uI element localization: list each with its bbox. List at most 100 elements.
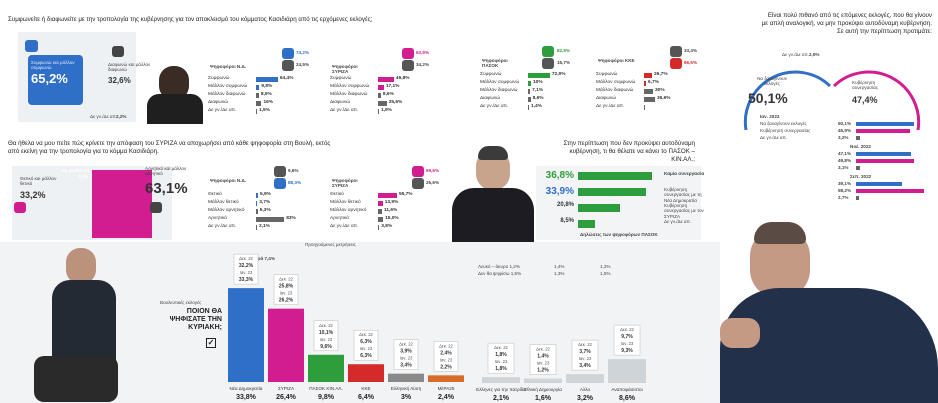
stat-value: 46,8% xyxy=(395,76,410,81)
q4-row-value: 49,8% xyxy=(838,158,852,163)
vote-diff: Προηγούμενες μετρήσεις xyxy=(305,242,356,247)
stat-value: 1,5% xyxy=(259,108,270,113)
q1-agree-label: Συμφωνώ και μάλλον συμφωνώ xyxy=(31,60,75,71)
q1-pasok-name: Ψηφοφόροι ΠΑΣΟΚ xyxy=(482,58,508,69)
stat-value: 8,6% xyxy=(532,96,544,101)
legend-abstain: Δεν θα ψηφίσω 1,5% xyxy=(478,271,522,276)
q4-coal-label: Κυβέρνηση συνεργασίας xyxy=(852,80,878,91)
stat-bar xyxy=(644,81,646,86)
thumbs-up-icon xyxy=(542,46,554,57)
stat-row: Μάλλον θετικό 13,9% xyxy=(330,200,430,207)
prev-value-d22: 3,7% xyxy=(579,349,591,355)
q1-kke-name: Ψηφοφόροι ΚΚΕ xyxy=(598,58,635,63)
q4-sole-label: Να ξαναγίνουν εκλογές xyxy=(757,76,787,87)
q4-row-bar xyxy=(856,182,902,186)
prev-box xyxy=(529,344,557,375)
prev-box xyxy=(393,339,419,370)
stat-row: Συμφωνώ 26,7% xyxy=(596,72,696,79)
q4-period-name: Νοέ. 2022 xyxy=(850,144,871,149)
party-value: 9,8% xyxy=(318,394,335,401)
prev-label-j23: Ιαν. 23 xyxy=(320,337,333,342)
q3-value: 8,5% xyxy=(560,218,574,224)
q4-row-bar xyxy=(856,122,915,126)
q2-syriza-up: 69,6% xyxy=(426,168,440,173)
q4-row-label: Κυβέρνηση συνεργασίας xyxy=(760,128,811,133)
q1-syriza-down: 34,2% xyxy=(416,62,430,67)
party-name: ΣΥΡΙΖΑ xyxy=(278,386,295,391)
q3-label: Δε γν./Δε απ. xyxy=(664,219,692,224)
legend-abstain-j23: 1,5% xyxy=(600,271,611,276)
prev-value-d22: 3,9% xyxy=(400,349,412,355)
stat-value: 30% xyxy=(655,88,665,93)
q3-note: Δηλώσεις των ψηφοφόρων ΠΑΣΟΚ xyxy=(580,232,658,237)
prev-label-j23: Ιαν. 23 xyxy=(240,270,253,275)
q1-kke-down: 66,6% xyxy=(684,60,698,65)
q3-bar xyxy=(578,204,620,212)
party-value: 3,2% xyxy=(577,395,594,402)
legend-blank: Λευκό – άκυρο 1,2% xyxy=(478,264,520,269)
prev-label-d22: Δεκ. 22 xyxy=(239,256,253,261)
stat-value: 15,0% xyxy=(385,216,399,221)
thumbs-up-icon xyxy=(670,46,682,57)
prev-label-d22: Δεκ. 22 xyxy=(494,345,508,350)
party-name: ΠΑΣΟΚ ΚΙΝ.ΑΛ. xyxy=(309,386,342,391)
stat-row: Αρνητικό 15,0% xyxy=(330,216,430,223)
stat-row: Δε γν./Δε απ. 1,4% xyxy=(480,104,580,111)
q4-row-bar xyxy=(856,129,910,133)
vote-bar xyxy=(348,364,384,382)
prev-value-d22: 2,4% xyxy=(440,350,452,356)
prev-value-j23: 3,4% xyxy=(400,363,412,369)
stat-label: Θετικό xyxy=(208,192,222,197)
prev-value-j23: 9,6% xyxy=(320,344,332,350)
q4-sole-value: 50,1% xyxy=(748,90,788,106)
stat-label: Αρνητικό xyxy=(208,216,227,221)
stat-row: Θετικό 55,7% xyxy=(330,192,430,199)
others-bar-chart: Δεκ. 221,8%Ιαν. 231,8%Ελληνες για την πα… xyxy=(476,324,646,402)
thumbs-down-icon xyxy=(274,178,286,189)
prev-value-d22: 10,1% xyxy=(319,330,334,336)
legend-blank-j23: 1,2% xyxy=(600,264,611,269)
stat-label: Διαφωνώ xyxy=(330,100,351,105)
prev-label-d22: Δεκ. 22 xyxy=(359,332,373,337)
prev-label-j23: Ιαν. 23 xyxy=(621,341,634,346)
q4-row-bar xyxy=(856,159,915,163)
stat-row: Μάλλον συμφωνώ 17,1% xyxy=(330,84,430,91)
q4-row-value: 2,7% xyxy=(838,195,849,200)
q2-title: Θα ήθελα να μου πείτε πώς κρίνετε την απ… xyxy=(8,140,331,155)
stat-bar xyxy=(644,73,652,78)
stat-row: Μάλλον διαφωνώ 8,6% xyxy=(330,92,430,99)
stat-bar xyxy=(378,85,384,90)
stat-bar xyxy=(256,109,257,114)
thumbs-down-icon xyxy=(150,202,162,213)
q4-row-label: Να ξαναγίνουν εκλογές xyxy=(760,121,807,126)
stat-bar xyxy=(256,93,259,98)
politician-photo xyxy=(452,142,534,242)
prev-box xyxy=(273,274,299,305)
vote-bar xyxy=(524,378,562,383)
q4-arc-elections xyxy=(743,70,832,130)
stat-row: Διαφωνώ 25,6% xyxy=(330,100,430,107)
stat-bar xyxy=(256,217,285,222)
prev-box xyxy=(353,329,379,361)
stat-bar xyxy=(644,97,655,102)
party-name: Ελληνες για την πατρίδα xyxy=(476,387,526,392)
stat-row: Μάλλον διαφωνώ 8,5% xyxy=(208,92,308,99)
stat-bar xyxy=(378,93,381,98)
vote-bar xyxy=(566,374,604,383)
q1-disagree-label: Διαφωνώ και μάλλον διαφωνώ xyxy=(108,62,151,73)
q1-nd-box: Ψηφοφόροι Ν.Δ. 74,2% 24,5% Συμφωνώ 64,4% Μ… xyxy=(208,40,309,122)
q4-dkna-label: Δε γν./Δε απ. xyxy=(782,52,810,57)
q3-bar xyxy=(578,188,646,196)
party-name: ΜέΡΑ25 xyxy=(438,385,455,391)
stat-label: Διαφωνώ xyxy=(208,100,229,105)
prev-value-d22: 1,4% xyxy=(537,354,549,360)
stat-bar xyxy=(378,101,387,106)
ballot-check-icon: ✓ xyxy=(206,338,216,348)
stat-row: Μάλλον συμφωνώ 9,8% xyxy=(208,84,308,91)
stat-bar xyxy=(378,201,383,206)
vote-question: ΠΟΙΟΝ ΘΑ ΨΗΦΙΣΑΤΕ ΤΗΝ ΚΥΡΙΑΚΗ; xyxy=(169,308,222,332)
stat-value: 1,4% xyxy=(531,104,542,109)
stat-value: 9,8% xyxy=(261,84,273,89)
vote-bar xyxy=(388,373,424,382)
